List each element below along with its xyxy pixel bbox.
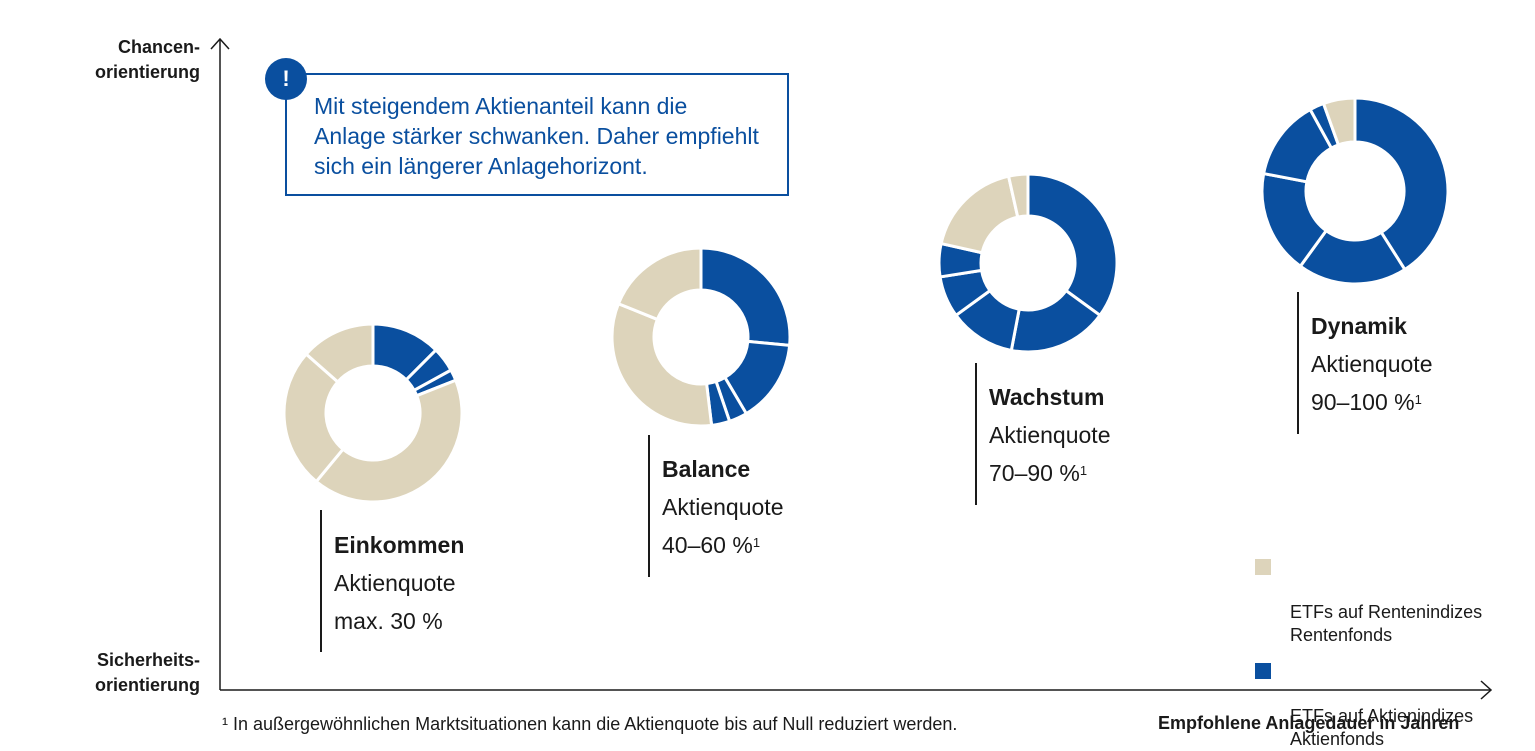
profile-subtitle: Aktienquote xyxy=(1311,351,1433,377)
donut-slice-bond xyxy=(616,246,703,321)
profile-equity-value: 90–100 %1 xyxy=(1311,389,1422,415)
donut-slice-bond xyxy=(304,322,375,384)
x-axis-label: Empfohlene Anlagedauer in Jahren xyxy=(1158,713,1460,733)
donut-slice-bond xyxy=(282,352,345,484)
profile-subtitle: Aktienquote xyxy=(334,570,456,596)
y-axis-top-label: Chancen- orientierung xyxy=(94,37,200,82)
profile-name: Dynamik xyxy=(1311,313,1407,339)
callout-text: Mit steigendem Aktienanteil kann die Anl… xyxy=(314,93,759,179)
footnote-marker: 1 xyxy=(752,535,761,550)
profile-equity-value: 70–90 %1 xyxy=(989,460,1088,486)
axes xyxy=(210,37,1493,700)
y-axis-bottom-label: Sicherheits- orientierung xyxy=(94,650,200,695)
profile-label-wachstum: Wachstum Aktienquote 70–90 %1 xyxy=(975,363,1110,505)
legend-label: ETFs auf Aktienindizes Aktienfonds xyxy=(1290,706,1474,749)
donut-slice-bond xyxy=(1322,96,1357,147)
donut-charts xyxy=(282,96,1450,504)
y-axis-arrow xyxy=(210,37,230,50)
donut-slice-bond xyxy=(610,302,714,428)
footnote-marker: 1 xyxy=(1414,392,1422,407)
profile-label-einkommen: Einkommen Aktienquote max. 30 % xyxy=(320,510,464,652)
donut-slice-equity xyxy=(699,246,792,347)
footnote-marker: 1 xyxy=(1079,463,1088,478)
legend-swatch-beige xyxy=(1255,559,1271,575)
donut-einkommen xyxy=(282,322,464,504)
profile-equity-value: max. 30 % xyxy=(334,608,443,634)
x-axis-arrow xyxy=(1480,680,1493,700)
profile-equity-value: 40–60 %1 xyxy=(662,532,761,558)
legend-swatch-blue xyxy=(1255,663,1271,679)
donut-balance xyxy=(610,246,792,428)
donut-slice-bond xyxy=(1007,172,1030,219)
donut-slice-bond xyxy=(939,174,1020,255)
exclamation-icon: ! xyxy=(265,58,307,100)
legend-item-equities: ETFs auf Aktienindizes Aktienfonds xyxy=(1255,659,1482,751)
legend-item-bonds: ETFs auf Rentenindizes Rentenfonds xyxy=(1255,555,1482,647)
profile-label-balance: Balance Aktienquote 40–60 %1 xyxy=(648,435,783,577)
donut-dynamik xyxy=(1260,96,1450,286)
donut-slice-equity xyxy=(1353,96,1450,272)
callout-box: Mit steigendem Aktienanteil kann die Anl… xyxy=(285,73,789,196)
footnote: ¹ In außergewöhnlichen Marktsituationen … xyxy=(222,714,958,734)
profile-subtitle: Aktienquote xyxy=(989,422,1111,448)
donut-slice-equity xyxy=(1026,172,1119,317)
profile-label-dynamik: Dynamik Aktienquote 90–100 %1 xyxy=(1297,292,1432,434)
profile-name: Balance xyxy=(662,456,751,482)
donut-slice-bond xyxy=(314,378,464,504)
profile-subtitle: Aktienquote xyxy=(662,494,784,520)
profile-name: Wachstum xyxy=(989,384,1105,410)
legend-label: ETFs auf Rentenindizes Rentenfonds xyxy=(1290,602,1483,645)
donut-wachstum xyxy=(937,172,1119,354)
legend: ETFs auf Rentenindizes Rentenfonds ETFs … xyxy=(1255,555,1482,751)
profile-name: Einkommen xyxy=(334,532,465,558)
